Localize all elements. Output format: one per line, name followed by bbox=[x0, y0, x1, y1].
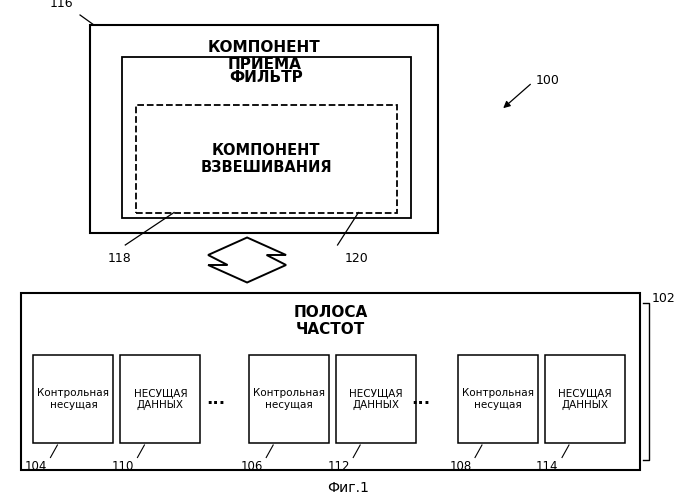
Text: Контрольная
несущая: Контрольная несущая bbox=[253, 388, 325, 409]
Text: 100: 100 bbox=[536, 74, 560, 86]
Bar bbox=[33, 355, 113, 442]
Text: НЕСУЩАЯ
ДАННЫХ: НЕСУЩАЯ ДАННЫХ bbox=[134, 388, 187, 409]
Text: 114: 114 bbox=[536, 460, 558, 473]
Polygon shape bbox=[208, 238, 286, 282]
Text: ПОЛОСА
ЧАСТОТ: ПОЛОСА ЧАСТОТ bbox=[294, 305, 367, 338]
Text: Контрольная
несущая: Контрольная несущая bbox=[38, 388, 109, 409]
Text: Фиг.1: Фиг.1 bbox=[327, 481, 369, 495]
Text: ...: ... bbox=[206, 390, 226, 408]
Text: 108: 108 bbox=[450, 460, 472, 473]
Text: 118: 118 bbox=[108, 252, 132, 266]
Text: ФИЛЬТР: ФИЛЬТР bbox=[230, 70, 303, 85]
Text: НЕСУЩАЯ
ДАННЫХ: НЕСУЩАЯ ДАННЫХ bbox=[349, 388, 403, 409]
Text: 120: 120 bbox=[345, 252, 368, 266]
Text: КОМПОНЕНТ
ВЗВЕШИВАНИЯ: КОМПОНЕНТ ВЗВЕШИВАНИЯ bbox=[200, 142, 332, 175]
Bar bbox=[336, 355, 416, 442]
Text: 102: 102 bbox=[652, 292, 676, 306]
Bar bbox=[136, 105, 397, 212]
Text: 110: 110 bbox=[111, 460, 134, 473]
Bar bbox=[90, 25, 438, 233]
Bar bbox=[458, 355, 538, 442]
Text: ...: ... bbox=[411, 390, 431, 408]
Text: КОМПОНЕНТ
ПРИЕМА: КОМПОНЕНТ ПРИЕМА bbox=[208, 40, 321, 72]
Text: 104: 104 bbox=[24, 460, 47, 473]
Bar bbox=[249, 355, 329, 442]
Bar bbox=[120, 355, 200, 442]
Text: НЕСУЩАЯ
ДАННЫХ: НЕСУЩАЯ ДАННЫХ bbox=[558, 388, 612, 409]
Text: 116: 116 bbox=[49, 0, 73, 10]
Text: 112: 112 bbox=[327, 460, 349, 473]
Bar bbox=[545, 355, 625, 442]
Text: 106: 106 bbox=[240, 460, 262, 473]
Bar bbox=[21, 292, 640, 470]
Bar bbox=[122, 58, 411, 218]
Text: Контрольная
несущая: Контрольная несущая bbox=[462, 388, 534, 409]
